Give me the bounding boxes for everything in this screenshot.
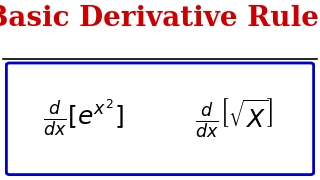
FancyBboxPatch shape bbox=[6, 63, 314, 175]
Text: $\frac{d}{dx}\left[\sqrt{X}\right]$: $\frac{d}{dx}\left[\sqrt{X}\right]$ bbox=[195, 96, 273, 140]
Text: $\frac{d}{dx}\left[e^{x^2}\right]$: $\frac{d}{dx}\left[e^{x^2}\right]$ bbox=[43, 98, 124, 138]
Text: Basic Derivative Rules: Basic Derivative Rules bbox=[0, 5, 320, 32]
